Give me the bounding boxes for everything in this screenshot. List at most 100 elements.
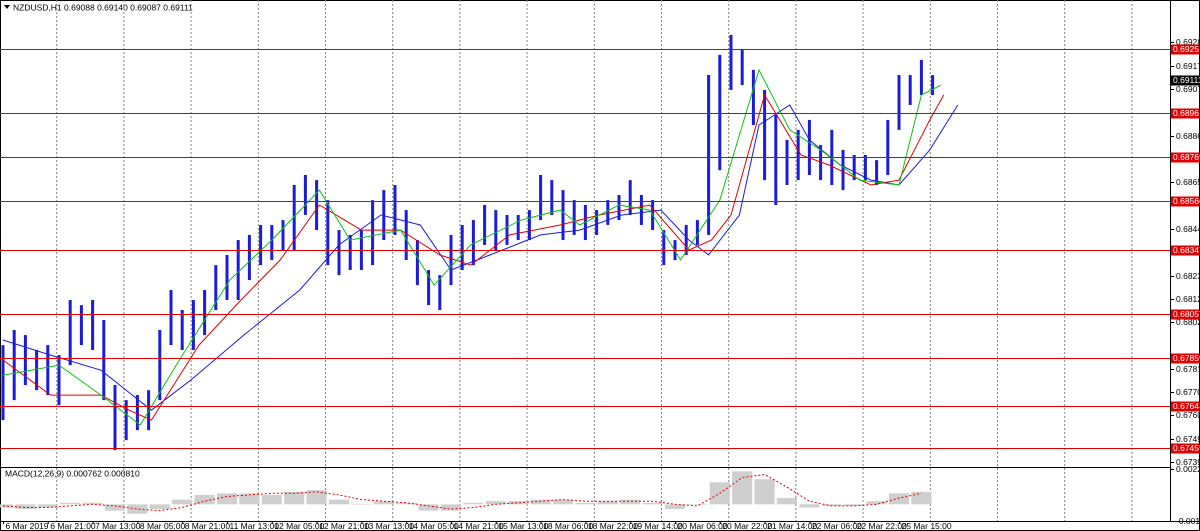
x-tick-label: 22 Mar 06:00 <box>812 521 862 531</box>
macd-histogram-bar <box>732 471 753 505</box>
level-label-bg <box>1171 44 1199 55</box>
level-label: 0.68765 <box>1173 152 1200 162</box>
macd-histogram-bar <box>60 502 81 505</box>
level-label-bg <box>1171 245 1199 256</box>
macd-histogram-bar <box>172 499 193 505</box>
x-tick-label: 20 Mar 22:00 <box>722 521 772 531</box>
moving-average <box>2 68 942 426</box>
x-tick-label: 25 Mar 15:00 <box>902 521 952 531</box>
macd-histogram-bar <box>15 504 36 510</box>
macd-histogram-bar <box>552 499 574 505</box>
level-label-bg <box>1171 443 1199 454</box>
macd-histogram-bar <box>776 498 798 505</box>
level-label: 0.67859 <box>1173 353 1200 363</box>
macd-histogram-bar <box>485 501 506 505</box>
x-tick-label: 22 Mar 22:00 <box>857 521 907 531</box>
macd-histogram-bar <box>530 499 551 505</box>
macd-histogram-bar <box>104 504 126 511</box>
y-tick-label: 0.69175 <box>1176 61 1200 71</box>
x-tick-label: 18 Mar 06:00 <box>543 521 593 531</box>
y-tick-label: 0.67705 <box>1176 387 1200 397</box>
macd-histogram-bar <box>866 501 887 505</box>
x-tick-label: 21 Mar 14:00 <box>767 521 817 531</box>
macd-title: MACD(12,26,9) 0.000762 0.000810 <box>5 468 140 478</box>
x-tick-label: 8 Mar 21:00 <box>185 521 231 531</box>
macd-histogram-bar <box>575 502 596 505</box>
macd-histogram-bar <box>0 504 14 508</box>
level-label-bg <box>1171 309 1199 320</box>
macd-histogram-bar <box>911 491 932 505</box>
macd-signal <box>2 473 922 512</box>
macd-histogram-bar <box>888 493 910 505</box>
level-label-bg <box>1171 401 1199 412</box>
x-tick-label: 20 Mar 06:00 <box>678 521 728 531</box>
macd-histogram-bar <box>687 504 708 505</box>
level-label: 0.68961 <box>1173 108 1200 118</box>
chart-title: NZDUSD,H1 0.69088 0.69140 0.69087 0.6911… <box>13 2 193 12</box>
macd-histogram-bar <box>463 502 484 505</box>
y-tick-label: -0.00106 <box>1176 516 1200 526</box>
macd-histogram-bar <box>328 499 350 505</box>
macd-histogram-bar <box>37 504 58 508</box>
macd-histogram-bar <box>284 491 305 505</box>
macd-histogram-bar <box>597 501 618 505</box>
x-tick-label: 15 Mar 13:00 <box>498 521 548 531</box>
level-label-bg <box>1171 152 1199 163</box>
level-label: 0.68057 <box>1173 309 1200 319</box>
last-price-bg <box>1171 75 1199 86</box>
level-label-bg <box>1171 108 1199 119</box>
level-label: 0.68347 <box>1173 245 1200 255</box>
macd-histogram-bar <box>306 490 327 505</box>
macd-histogram-bar <box>396 502 417 505</box>
macd-histogram-bar <box>149 504 170 510</box>
level-label: 0.67455 <box>1173 443 1200 453</box>
macd-histogram-bar <box>261 494 282 505</box>
macd-histogram-bar <box>844 504 865 506</box>
x-tick-label: 14 Mar 05:00 <box>409 521 459 531</box>
x-tick-label: 6 Mar 2019 <box>6 521 49 531</box>
x-tick-label: 12 Mar 21:00 <box>319 521 369 531</box>
x-tick-label: 11 Mar 13:00 <box>230 521 280 531</box>
macd-histogram-bar <box>216 493 238 505</box>
macd-histogram-bar <box>194 494 215 505</box>
level-label: 0.67643 <box>1173 401 1200 411</box>
level-label: 0.68566 <box>1173 196 1200 206</box>
y-tick-label: 0.002249 <box>1176 464 1200 474</box>
x-tick-label: 8 Mar 05:00 <box>140 521 186 531</box>
x-tick-label: 19 Mar 14:00 <box>633 521 683 531</box>
level-label: 0.69251 <box>1173 44 1200 54</box>
last-price-label: 0.69111 <box>1173 75 1200 85</box>
macd-histogram-bar <box>821 504 842 506</box>
macd-histogram-bar <box>754 479 775 505</box>
macd-histogram-bar <box>239 493 260 505</box>
x-tick-label: 13 Mar 13:00 <box>364 521 414 531</box>
macd-histogram-bar <box>799 504 820 508</box>
x-tick-label: 12 Mar 05:00 <box>274 521 324 531</box>
x-tick-label: 14 Mar 21:00 <box>454 521 504 531</box>
y-tick-label: 0.68125 <box>1176 294 1200 304</box>
macd-histogram-bar <box>351 504 372 505</box>
level-label-bg <box>1171 196 1199 207</box>
x-tick-label: 6 Mar 21:00 <box>50 521 96 531</box>
collapse-icon <box>4 5 10 9</box>
macd-histogram-bar <box>82 502 103 505</box>
macd-histogram-bar <box>664 504 686 510</box>
macd-histogram-bar <box>620 499 641 505</box>
macd-histogram-bar <box>508 501 529 505</box>
macd-histogram-bar <box>373 501 394 505</box>
macd-histogram-bar <box>127 504 148 514</box>
macd-histogram-bar <box>418 504 439 511</box>
level-label-bg <box>1171 353 1199 364</box>
